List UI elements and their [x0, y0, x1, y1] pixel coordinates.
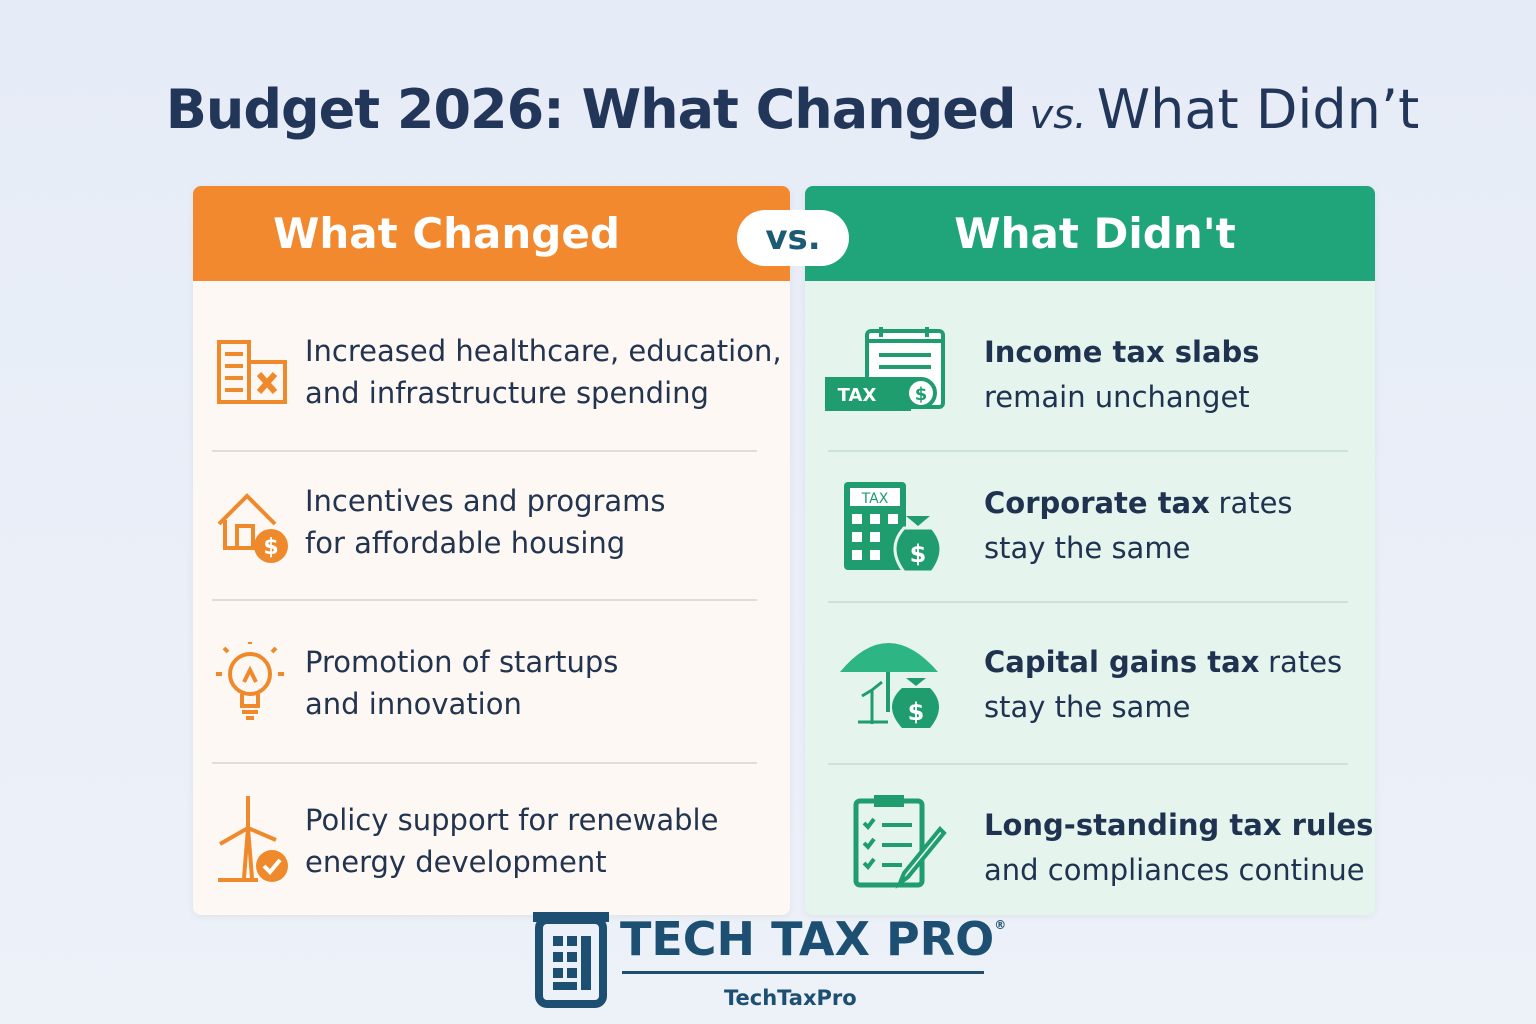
unchanged-item: Long-standing tax rules and compliances c…: [984, 803, 1373, 893]
title: Budget 2026: What Changed vs. What Didn’t: [0, 78, 1536, 141]
umbrella-icon: $: [840, 643, 939, 728]
item-rest: rates: [1268, 645, 1343, 679]
item-line: Corporate tax rates: [984, 481, 1293, 526]
logo-name: TECH TAX PRO®: [620, 912, 1006, 966]
logo-icon: [533, 912, 609, 1008]
item-bold: Corporate tax: [984, 486, 1210, 520]
separator: [828, 601, 1348, 603]
item-line: Income tax slabs: [984, 330, 1260, 375]
icon-text: $: [915, 384, 928, 405]
item-rest: rates: [1218, 486, 1293, 520]
house-icon: $: [217, 493, 288, 563]
item-bold: Long-standing tax rules: [984, 808, 1374, 842]
icon-text: $: [263, 535, 278, 560]
item-line: remain unchanget: [984, 380, 1250, 414]
item-line: and infrastructure spending: [305, 376, 709, 410]
panel-heading: What Changed: [193, 186, 790, 281]
separator: [212, 450, 757, 452]
title-light: What Didn’t: [1096, 78, 1420, 141]
item-line: energy development: [305, 845, 607, 879]
item-bold: Capital gains tax: [984, 645, 1260, 679]
changed-panel: What Changed: [193, 186, 790, 915]
item-line: Promotion of startups: [305, 645, 619, 679]
icon-text: TAX: [838, 385, 877, 406]
vs-badge: vs.: [737, 210, 849, 266]
item-line: Policy support for renewable: [305, 803, 719, 837]
separator: [828, 450, 1348, 452]
change-item: Policy support for renewable energy devel…: [305, 799, 718, 883]
item-line: stay the same: [984, 531, 1191, 565]
tax-calendar-icon: TAX $: [825, 327, 945, 411]
item-line: Increased healthcare, education,: [305, 334, 782, 368]
unchanged-item: Capital gains tax rates stay the same: [984, 640, 1342, 730]
icon-text: TAX: [861, 491, 889, 507]
change-item: Increased healthcare, education, and infr…: [305, 330, 782, 414]
windmill-icon: [218, 796, 288, 882]
logo-mark: ®: [994, 918, 1007, 932]
unchanged-item: Income tax slabs remain unchanget: [984, 330, 1260, 420]
item-line: and innovation: [305, 687, 522, 721]
item-line: and compliances continue: [984, 853, 1365, 887]
clipboard-icon: [853, 795, 947, 889]
title-strong: Budget 2026: What Changed: [165, 78, 1017, 141]
item-line: Long-standing tax rules: [984, 803, 1373, 848]
calculator-icon: TAX $: [844, 482, 942, 574]
change-item: Promotion of startups and innovation: [305, 641, 618, 725]
separator: [828, 763, 1348, 765]
title-vs: vs.: [1029, 92, 1087, 138]
building-icon: [217, 340, 287, 404]
bulb-icon: [216, 642, 284, 720]
logo-rule: [622, 971, 984, 974]
item-bold: Income tax slabs: [984, 335, 1260, 369]
change-item: Incentives and programs for affordable ho…: [305, 480, 666, 564]
unchanged-panel: What Didn't: [805, 186, 1375, 915]
unchanged-item: Corporate tax rates stay the same: [984, 481, 1293, 571]
icon-text: $: [908, 698, 925, 726]
item-line: for affordable housing: [305, 526, 626, 560]
logo-text: TECH TAX PRO: [620, 912, 995, 966]
item-line: Incentives and programs: [305, 484, 666, 518]
logo-handle: TechTaxPro: [724, 986, 857, 1010]
item-line: Capital gains tax rates: [984, 640, 1342, 685]
icon-text: $: [910, 540, 927, 568]
panel-heading: What Didn't: [805, 186, 1375, 281]
separator: [212, 599, 757, 601]
item-line: stay the same: [984, 690, 1191, 724]
separator: [212, 762, 757, 764]
